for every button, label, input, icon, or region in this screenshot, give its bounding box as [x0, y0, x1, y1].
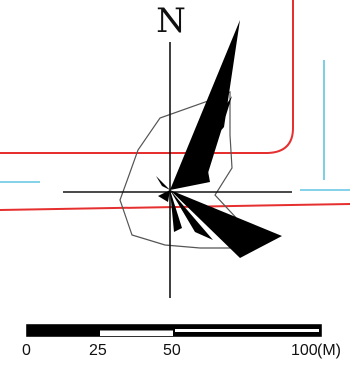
scale-bar	[26, 324, 322, 337]
scale-tick-100: 100	[291, 342, 318, 359]
compass-axes	[63, 42, 292, 298]
scale-segment-0-25	[27, 325, 100, 336]
north-arrow-icon: N	[156, 1, 186, 41]
scale-tick-50: 50	[163, 342, 181, 359]
scale-tick-0: 0	[22, 342, 31, 359]
road-lanes	[0, 60, 350, 191]
petal-sse	[170, 190, 213, 240]
scale-unit: (M)	[317, 342, 341, 359]
petal-ne	[170, 96, 232, 190]
petal-se	[170, 190, 282, 258]
petal-wnw	[156, 176, 170, 190]
road-edge-top-left	[0, 0, 294, 154]
petal-s	[170, 190, 182, 232]
petal-ese	[170, 171, 210, 190]
scale-segment-50-100-inner	[175, 329, 319, 332]
scale-segment-25-50	[100, 325, 173, 331]
frequency-outline	[119, 91, 241, 249]
scale-segment-25-50-lower	[100, 330, 173, 336]
petal-nw	[158, 190, 170, 202]
petal-nne	[170, 20, 240, 190]
scale-tick-25: 25	[89, 342, 107, 359]
wind-rose-icon	[156, 20, 282, 258]
